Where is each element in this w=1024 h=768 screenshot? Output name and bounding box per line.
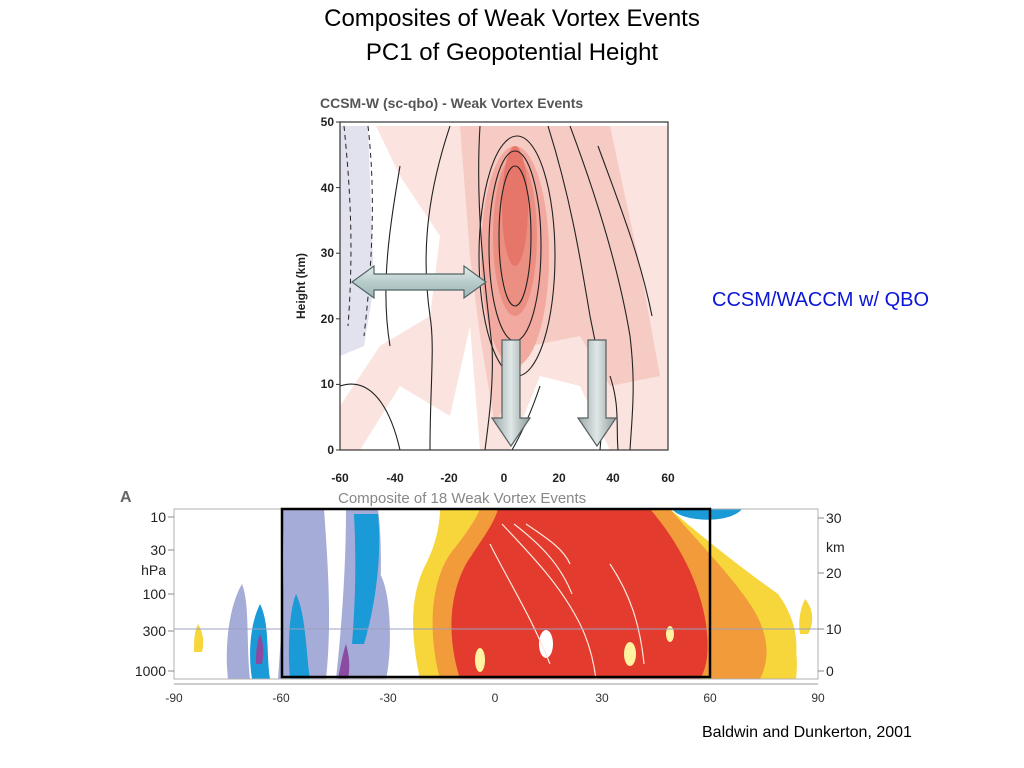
latitude-tick: 90	[811, 691, 825, 705]
double-arrow-horizontal	[350, 264, 488, 300]
height-unit: km	[826, 539, 845, 555]
top-ytick: 10	[321, 377, 335, 391]
pressure-tick: 100	[143, 586, 167, 602]
top-xtick: 40	[606, 471, 620, 485]
top-xtick: 60	[661, 471, 675, 485]
observed-composite-panel: A Composite of 18 Weak Vortex Events	[120, 489, 845, 705]
top-ylabel: Height (km)	[294, 253, 308, 319]
top-ytick: 50	[321, 115, 335, 129]
top-contour-field	[340, 122, 668, 450]
ccsm-composite-panel: CCSM-W (sc-qbo) - Weak Vortex Events	[294, 95, 675, 485]
height-tick: 10	[826, 621, 842, 637]
top-xtick: 0	[501, 471, 508, 485]
top-xtick: 20	[552, 471, 566, 485]
latitude-tick: -60	[272, 691, 290, 705]
top-ytick: 20	[321, 312, 335, 326]
model-label: CCSM/WACCM w/ QBO	[712, 289, 930, 311]
latitude-tick: 0	[492, 691, 499, 705]
top-ytick: 30	[321, 246, 335, 260]
top-panel-title: CCSM-W (sc-qbo) - Weak Vortex Events	[320, 95, 583, 111]
top-xtick: -40	[386, 471, 404, 485]
citation: Baldwin and Dunkerton, 2001	[702, 724, 912, 741]
pressure-tick: 300	[143, 623, 167, 639]
top-plot-frame	[339, 121, 669, 451]
latitude-tick: -90	[165, 691, 183, 705]
top-ytick: 40	[321, 181, 335, 195]
pressure-tick: 30	[150, 542, 166, 558]
latitude-tick: 60	[703, 691, 717, 705]
height-tick: 0	[826, 663, 834, 679]
top-xtick: -20	[440, 471, 458, 485]
bottom-color-field	[174, 509, 818, 679]
pressure-tick: 1000	[135, 663, 166, 679]
slide-title-line2: PC1 of Geopotential Height	[365, 39, 659, 66]
height-tick: 20	[826, 565, 842, 581]
slide-title-line1: Composites of Weak Vortex Events	[324, 5, 700, 32]
top-ytick: 0	[327, 443, 334, 457]
top-xtick: -60	[331, 471, 349, 485]
latitude-tick: -30	[379, 691, 397, 705]
down-arrow-left	[490, 339, 532, 448]
latitude-tick: 30	[595, 691, 609, 705]
pressure-tick: 10	[150, 509, 166, 525]
highlight-box	[280, 507, 712, 679]
height-tick: 30	[826, 510, 842, 526]
down-arrow-right	[576, 339, 618, 448]
pressure-unit: hPa	[141, 562, 166, 578]
panel-letter: A	[120, 489, 132, 506]
bottom-panel-title: Composite of 18 Weak Vortex Events	[338, 490, 586, 507]
